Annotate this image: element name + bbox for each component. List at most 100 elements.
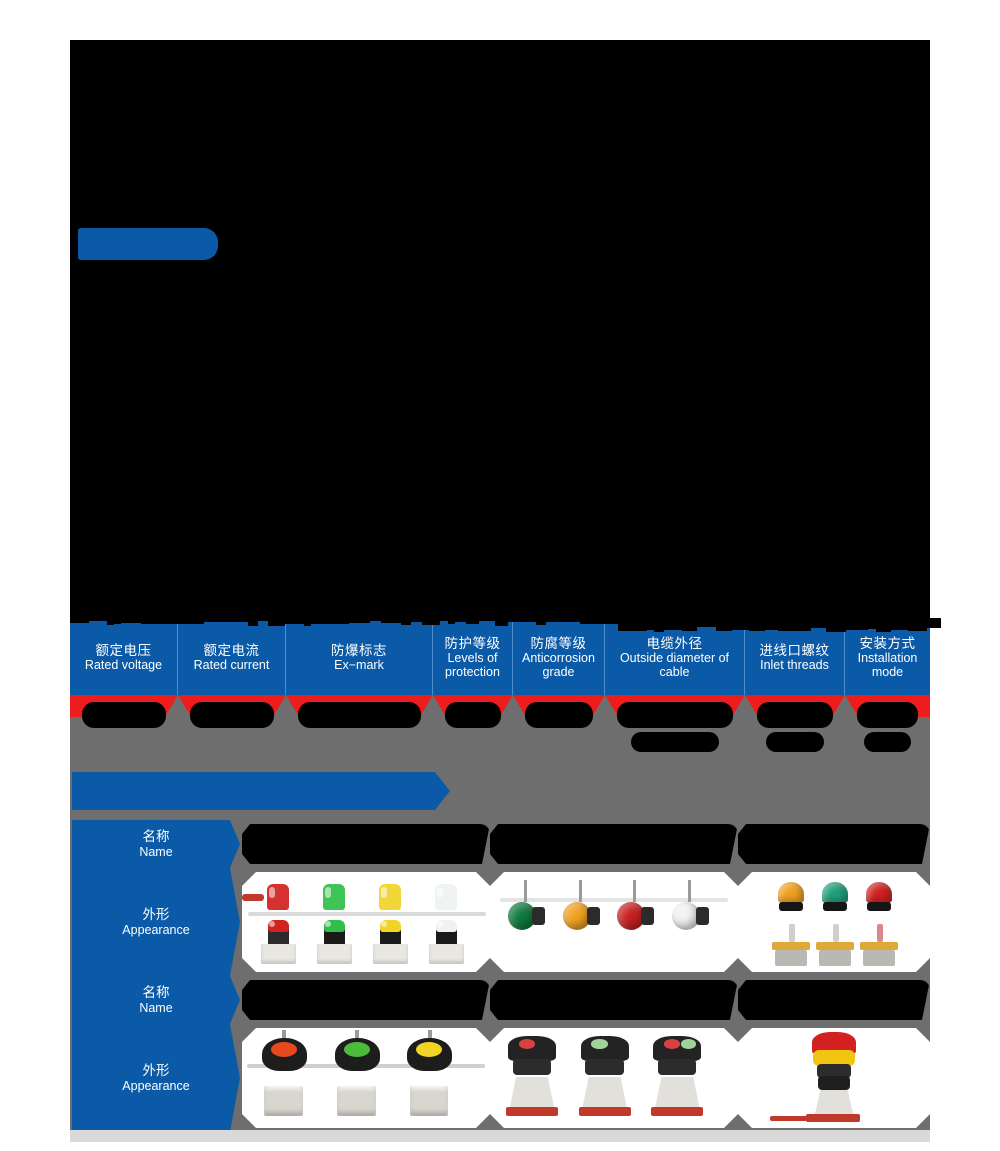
lamp-cap xyxy=(267,884,289,910)
mount-bracket-body xyxy=(863,950,895,966)
row-label-name: 名称 Name xyxy=(72,976,240,1024)
redacted-product-name xyxy=(490,980,738,1020)
redacted-spec-value xyxy=(864,732,910,752)
beacon-base xyxy=(779,902,803,911)
spec-header-cell: 进线口螺纹 Inlet threads xyxy=(745,620,845,695)
redacted-spec-value xyxy=(445,702,501,728)
redacted-spec-value xyxy=(190,702,274,728)
row-label-cn: 名称 xyxy=(143,985,170,1001)
redacted-product-name xyxy=(738,824,930,864)
mount-bracket-top xyxy=(816,942,854,950)
control-box-button xyxy=(664,1039,680,1049)
lamp-terminal-base xyxy=(373,944,408,964)
spec-header-label-cn: 额定电流 xyxy=(204,643,260,658)
row-label-cn: 外形 xyxy=(143,1063,170,1079)
spec-header-label-en: Ex−mark xyxy=(334,658,384,672)
bottom-strip xyxy=(70,1130,930,1142)
spec-header-label-cn: 电缆外径 xyxy=(647,636,703,651)
spec-header-label-cn: 进线口螺纹 xyxy=(760,643,830,658)
row-label-cn: 外形 xyxy=(143,907,170,923)
specification-table: 额定电压 Rated voltage 额定电流 Rated current 防爆标志 Ex… xyxy=(70,620,930,1130)
spec-header-cell: 防爆标志 Ex−mark xyxy=(286,620,433,695)
redacted-spec-value xyxy=(757,702,833,728)
mount-bracket-top xyxy=(860,942,898,950)
control-box-foot xyxy=(506,1107,558,1116)
lamp-terminal-base xyxy=(261,944,296,964)
product-image-cell xyxy=(490,872,738,972)
beacon-base xyxy=(867,902,891,911)
control-box-body xyxy=(583,1077,627,1107)
lamp-stem xyxy=(633,880,636,902)
lamp-stem xyxy=(688,880,691,902)
lamp-cap xyxy=(379,884,401,910)
lamp-lens xyxy=(268,920,289,932)
control-box-body xyxy=(510,1077,554,1107)
spec-table-header: 额定电压 Rated voltage 额定电流 Rated current 防爆标志 Ex… xyxy=(70,620,930,695)
control-box-ring xyxy=(658,1059,696,1075)
row-label-en: Name xyxy=(139,845,172,860)
redacted-spec-value xyxy=(631,732,719,752)
control-box-button-secondary xyxy=(681,1039,695,1049)
row-label-appearance: 外形 Appearance xyxy=(72,1024,240,1132)
spec-header-label-en: Outside diameter of cable xyxy=(605,651,744,679)
row-label-cn: 名称 xyxy=(143,829,170,845)
pilot-body xyxy=(532,907,545,925)
beacon-dome xyxy=(866,882,892,903)
spec-header-label-en: Rated current xyxy=(194,658,270,672)
lamp-lens xyxy=(436,920,457,932)
row-label-en: Appearance xyxy=(122,923,189,938)
redacted-product-name xyxy=(738,980,930,1020)
section-banner xyxy=(72,772,450,810)
lamp-terminal-base xyxy=(317,944,352,964)
spec-header-cell: 防护等级 Levels of protection xyxy=(433,620,513,695)
pilot-body xyxy=(587,907,600,925)
product-appearance-row: 外形 Appearance xyxy=(70,868,930,976)
spec-header-label-cn: 防腐等级 xyxy=(531,636,587,651)
row-label-en: Name xyxy=(139,1001,172,1016)
terminal-block xyxy=(410,1086,449,1116)
spec-header-label-cn: 安装方式 xyxy=(860,636,916,651)
spec-header-label-cn: 额定电压 xyxy=(96,643,152,658)
product-image-cell xyxy=(738,872,930,972)
spec-header-cell: 电缆外径 Outside diameter of cable xyxy=(605,620,745,695)
product-appearance-row: 外形 Appearance xyxy=(70,1024,930,1132)
redacted-product-name xyxy=(490,824,738,864)
beacon-base xyxy=(823,902,847,911)
spec-header-cell: 防腐等级 Anticorrosion grade xyxy=(513,620,605,695)
beacon-dome xyxy=(822,882,848,903)
estop-body xyxy=(815,1090,853,1114)
lamp-lens xyxy=(324,920,345,932)
lamp-cap xyxy=(323,884,345,910)
row-label-appearance: 外形 Appearance xyxy=(72,868,240,976)
beacon-dome xyxy=(778,882,804,903)
redacted-product-name xyxy=(242,824,490,864)
estop-cable xyxy=(770,1116,810,1121)
row-label-en: Appearance xyxy=(122,1079,189,1094)
estop-ring-lower xyxy=(818,1076,850,1090)
product-image-cell xyxy=(242,1028,490,1128)
beacon-stem xyxy=(789,924,795,942)
lamp-stem xyxy=(524,880,527,902)
spec-header-label-en: Inlet threads xyxy=(760,658,829,672)
product-image-cell xyxy=(490,1028,738,1128)
redacted-spec-value xyxy=(298,702,421,728)
redacted-spec-value xyxy=(617,702,733,728)
connector-stub xyxy=(242,894,264,901)
terminal-block xyxy=(264,1086,303,1116)
product-shelf xyxy=(248,912,486,916)
row-label-name: 名称 Name xyxy=(72,820,240,868)
terminal-block xyxy=(337,1086,376,1116)
product-shelf xyxy=(500,898,728,902)
redacted-spec-value xyxy=(525,702,593,728)
product-image-cell xyxy=(738,1028,930,1128)
lamp-cap xyxy=(435,884,457,910)
pilot-body xyxy=(641,907,654,925)
product-name-row: 名称 Name xyxy=(70,976,930,1024)
product-image-cell xyxy=(242,872,490,972)
pilot-body xyxy=(696,907,709,925)
redacted-product-name xyxy=(242,980,490,1020)
spec-header-cell: 安装方式 Installation mode xyxy=(845,620,930,695)
spec-header-label-en: Levels of protection xyxy=(433,651,512,679)
spec-header-label-en: Installation mode xyxy=(845,651,930,679)
redacted-spec-value xyxy=(857,702,918,728)
